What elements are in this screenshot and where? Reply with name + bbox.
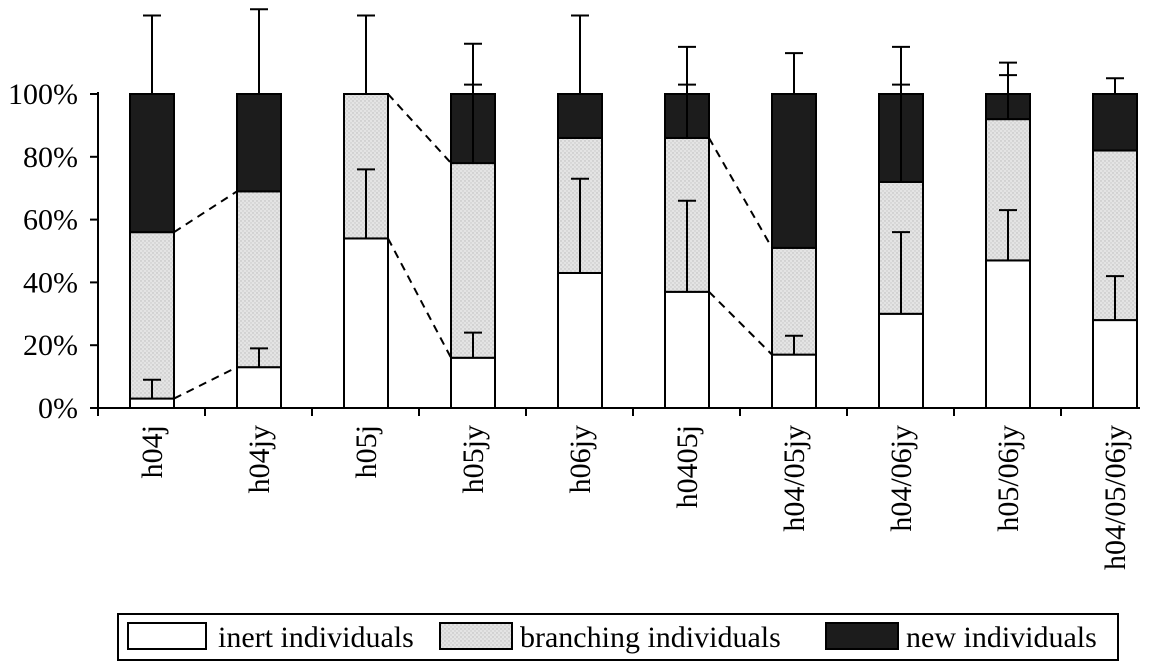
- legend: inert individuals branching individuals ne…: [117, 613, 1119, 661]
- legend-label-1: branching individuals: [520, 621, 781, 654]
- y-tick-label: 0%: [38, 392, 78, 425]
- bar-inert-individuals-3: [450, 356, 496, 410]
- y-tick-labels: 0% 20% 40% 60% 80% 100%: [8, 78, 78, 425]
- bar-inert-individuals-5: [664, 290, 710, 410]
- x-tick-label: h05j: [350, 425, 383, 478]
- legend-swatch-2: [825, 622, 899, 650]
- y-tick-label: 80%: [23, 141, 78, 174]
- bar-inert-individuals-7: [878, 312, 924, 409]
- y-tick-label: 60%: [23, 204, 78, 237]
- bar-new-individuals-6: [771, 93, 817, 249]
- bar-inert-individuals-8: [985, 259, 1031, 410]
- connector-1-0: [387, 237, 452, 359]
- bar-new-individuals-9: [1092, 93, 1138, 152]
- bar-new-individuals-0: [129, 93, 175, 234]
- legend-label-2: new individuals: [906, 621, 1097, 654]
- x-tick-label: h04/05jy: [778, 425, 811, 532]
- bar-inert-individuals-6: [771, 353, 817, 409]
- bar-inert-individuals-1: [236, 366, 282, 409]
- legend-box: [117, 613, 1119, 661]
- bars: [129, 93, 1138, 410]
- bar-inert-individuals-9: [1092, 319, 1138, 409]
- x-tick-label: h05/06jy: [992, 425, 1025, 532]
- bar-inert-individuals-4: [557, 271, 603, 410]
- bar-inert-individuals-0: [129, 397, 175, 409]
- bar-inert-individuals-2: [343, 237, 389, 409]
- connector-0-0: [173, 366, 238, 400]
- x-tick-label: h05jy: [457, 425, 490, 493]
- axes: [90, 92, 1140, 416]
- connector-lines: [173, 93, 773, 400]
- y-tick-label: 40%: [23, 266, 78, 299]
- connector-2-0: [708, 291, 773, 356]
- bar-branching-individuals-3: [450, 162, 496, 359]
- x-tick-label: h0405j: [671, 425, 704, 508]
- connector-2-1: [708, 137, 773, 249]
- x-tick-label: h04jy: [243, 425, 276, 493]
- bar-branching-individuals-0: [129, 231, 175, 400]
- legend-swatch-0: [127, 622, 207, 650]
- x-tick-label: h04/05/06jy: [1099, 425, 1132, 570]
- error-bars: [143, 8, 1124, 399]
- x-tick-label: h04/06jy: [885, 425, 918, 532]
- bar-branching-individuals-1: [236, 190, 282, 369]
- x-tick-label: h06jy: [564, 425, 597, 493]
- legend-label-0: inert individuals: [218, 621, 414, 654]
- connector-0-1: [173, 190, 238, 233]
- connector-1-1: [387, 93, 452, 164]
- legend-swatch-1: [439, 622, 513, 650]
- bar-new-individuals-1: [236, 93, 282, 193]
- bar-new-individuals-4: [557, 93, 603, 139]
- x-tick-labels: h04j h04jy h05j h05jy h06jy h0405j h04/05jy h04…: [136, 425, 1132, 570]
- y-tick-label: 100%: [8, 78, 78, 111]
- y-tick-label: 20%: [23, 329, 78, 362]
- x-tick-label: h04j: [136, 425, 169, 478]
